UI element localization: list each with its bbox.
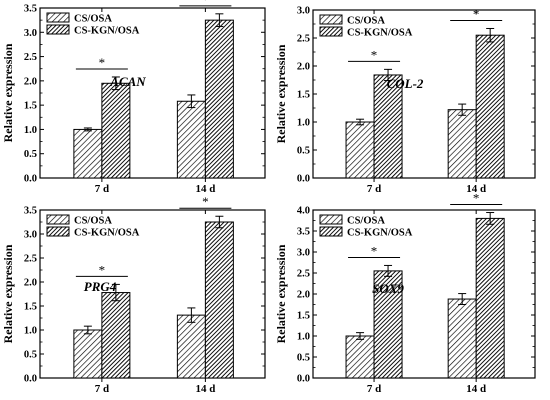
significance-star: * (371, 47, 378, 62)
y-tick-label: 1.0 (297, 118, 310, 129)
bar-cs-osa (176, 100, 206, 179)
legend-label: CS-KGN/OSA (347, 28, 413, 39)
y-tick-label: 0.0 (297, 374, 310, 385)
y-tick-label: 1.5 (297, 311, 310, 322)
bar-cs-osa (345, 335, 375, 379)
y-tick-label: 3.5 (24, 206, 37, 217)
legend-swatch (319, 226, 343, 237)
y-tick-label: 1.0 (24, 125, 37, 136)
bar-cs-osa (447, 109, 477, 179)
significance-star: * (202, 194, 209, 209)
bar-cs-kgn-osa (204, 221, 234, 379)
gene-title: COL-2 (387, 76, 424, 91)
bar-cs-osa (447, 298, 477, 379)
y-tick-label: 0.5 (297, 353, 310, 364)
significance-star: * (473, 191, 480, 206)
chart-panel-col-2: 0.0 0.5 1.0 1.5 2.0 2.5 3.0 Relative expression… (274, 6, 536, 195)
y-tick-label: 0.0 (297, 174, 310, 185)
y-axis-label: Relative expression (274, 244, 288, 343)
legend-swatch (319, 214, 343, 225)
y-tick-label: 4.0 (297, 206, 310, 217)
y-axis-label: Relative expression (1, 43, 15, 142)
y-tick-label: 1.5 (24, 302, 37, 313)
y-tick-label: 3.0 (297, 6, 310, 17)
y-tick-label: 1.0 (24, 326, 37, 337)
chart-panel-prg4: 0.0 0.5 1.0 1.5 2.0 2.5 3.0 3.5 Relative express… (1, 194, 266, 395)
bar-cs-kgn-osa (475, 34, 505, 179)
legend-swatch (46, 12, 70, 23)
y-tick-label: 2.0 (297, 62, 310, 73)
significance-star: * (202, 0, 209, 7)
legend-swatch (319, 14, 343, 25)
y-tick-label: 2.5 (297, 34, 310, 45)
legend-swatch (46, 214, 70, 225)
bar-cs-kgn-osa (373, 74, 403, 179)
y-tick-label: 3.5 (24, 4, 37, 15)
legend-label: CS-KGN/OSA (347, 228, 413, 239)
chart-panel-acan: 0.0 0.5 1.0 1.5 2.0 2.5 3.0 3.5 Relative express… (1, 0, 266, 195)
legend-swatch (46, 24, 70, 35)
significance-star: * (99, 262, 106, 277)
legend-label: CS/OSA (74, 14, 112, 25)
y-tick-label: 0.5 (24, 149, 37, 160)
y-tick-label: 2.5 (24, 254, 37, 265)
significance-star: * (99, 55, 106, 70)
y-tick-label: 0.5 (24, 350, 37, 361)
bar-cs-osa (176, 314, 206, 379)
y-tick-label: 2.0 (24, 278, 37, 289)
legend-label: CS-KGN/OSA (74, 228, 140, 239)
y-tick-label: 1.0 (297, 332, 310, 343)
bar-cs-osa (73, 128, 103, 179)
gene-title: ACAN (109, 74, 146, 89)
x-tick-label: 14 d (195, 383, 215, 395)
x-tick-label: 7 d (367, 383, 381, 395)
y-tick-label: 3.5 (297, 227, 310, 238)
y-tick-label: 0.0 (24, 174, 37, 185)
legend-label: CS/OSA (347, 16, 385, 27)
y-tick-label: 1.5 (24, 101, 37, 112)
legend-label: CS-KGN/OSA (74, 26, 140, 37)
y-axis-label: Relative expression (1, 244, 15, 343)
bar-cs-kgn-osa (204, 19, 234, 179)
y-axis-label: Relative expression (274, 44, 288, 143)
significance-star: * (371, 243, 378, 258)
x-tick-label: 14 d (466, 383, 486, 395)
bar-cs-kgn-osa (373, 270, 403, 379)
legend-label: CS/OSA (347, 216, 385, 227)
gene-title: SOX9 (372, 281, 404, 296)
bar-cs-kgn-osa (101, 82, 131, 179)
bar-cs-osa (73, 329, 103, 379)
bar-cs-kgn-osa (101, 292, 131, 379)
x-tick-label: 7 d (95, 183, 109, 195)
x-tick-label: 14 d (466, 183, 486, 195)
bar-cs-osa (345, 121, 375, 179)
y-tick-label: 2.0 (297, 290, 310, 301)
legend-swatch (46, 226, 70, 237)
y-tick-label: 0.5 (297, 146, 310, 157)
significance-star: * (473, 6, 480, 21)
y-tick-label: 2.0 (24, 76, 37, 87)
gene-title: PRG4 (84, 279, 117, 294)
legend-label: CS/OSA (74, 216, 112, 227)
bar-cs-kgn-osa (475, 217, 505, 379)
x-tick-label: 7 d (95, 383, 109, 395)
x-tick-label: 14 d (195, 183, 215, 195)
y-tick-label: 3.0 (24, 28, 37, 39)
y-tick-label: 2.5 (24, 52, 37, 63)
y-tick-label: 0.0 (24, 374, 37, 385)
legend-swatch (319, 26, 343, 37)
y-tick-label: 2.5 (297, 269, 310, 280)
chart-panel-sox9: 0.0 0.5 1.0 1.5 2.0 2.5 3.0 3.5 4.0 Relative expr… (274, 191, 536, 395)
y-tick-label: 1.5 (297, 90, 310, 101)
y-tick-label: 3.0 (297, 248, 310, 259)
y-tick-label: 3.0 (24, 230, 37, 241)
x-tick-label: 7 d (367, 183, 381, 195)
